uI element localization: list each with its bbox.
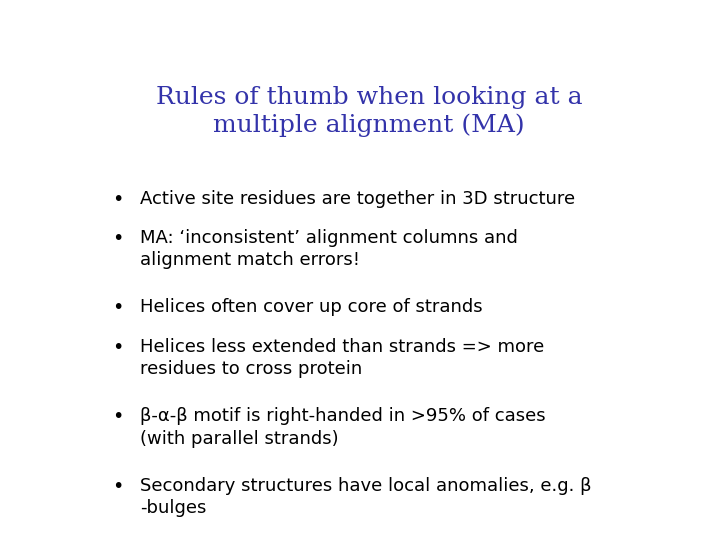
Text: •: • <box>112 338 124 357</box>
Text: Rules of thumb when looking at a
multiple alignment (MA): Rules of thumb when looking at a multipl… <box>156 85 582 137</box>
Text: •: • <box>112 407 124 427</box>
Text: •: • <box>112 299 124 318</box>
Text: MA: ‘inconsistent’ alignment columns and
alignment match errors!: MA: ‘inconsistent’ alignment columns and… <box>140 229 518 269</box>
Text: •: • <box>112 477 124 496</box>
Text: •: • <box>112 229 124 248</box>
Text: Helices less extended than strands => more
residues to cross protein: Helices less extended than strands => mo… <box>140 338 544 378</box>
Text: •: • <box>112 190 124 208</box>
Text: Helices often cover up core of strands: Helices often cover up core of strands <box>140 299 483 316</box>
Text: β-α-β motif is right-handed in >95% of cases
(with parallel strands): β-α-β motif is right-handed in >95% of c… <box>140 407 546 448</box>
Text: Secondary structures have local anomalies, e.g. β
-bulges: Secondary structures have local anomalie… <box>140 477 592 517</box>
Text: Active site residues are together in 3D structure: Active site residues are together in 3D … <box>140 190 575 207</box>
